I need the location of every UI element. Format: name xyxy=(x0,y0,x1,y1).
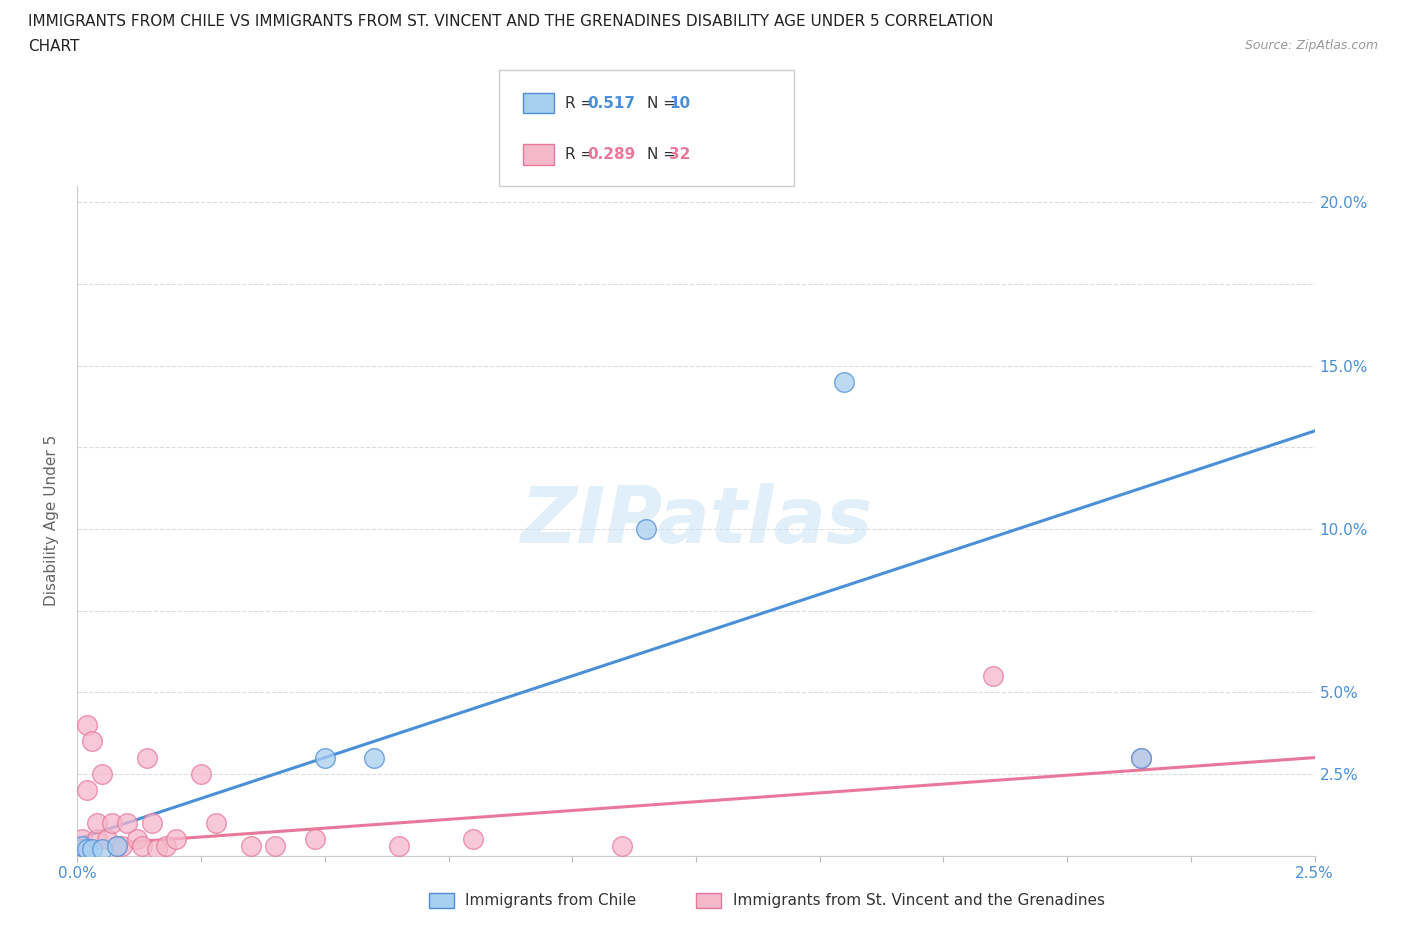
Text: IMMIGRANTS FROM CHILE VS IMMIGRANTS FROM ST. VINCENT AND THE GRENADINES DISABILI: IMMIGRANTS FROM CHILE VS IMMIGRANTS FROM… xyxy=(28,14,994,29)
Point xyxy=(388,838,411,853)
Point xyxy=(190,766,212,781)
Text: Immigrants from Chile: Immigrants from Chile xyxy=(465,893,637,908)
Point xyxy=(72,842,94,857)
Point xyxy=(96,831,118,846)
Point xyxy=(76,842,98,857)
Text: N =: N = xyxy=(647,96,681,111)
Point xyxy=(76,718,98,733)
Point xyxy=(69,838,91,853)
Point xyxy=(834,375,856,390)
Point xyxy=(145,842,167,857)
Point xyxy=(86,816,108,830)
Point xyxy=(314,751,336,765)
Point xyxy=(135,751,157,765)
Point xyxy=(636,522,658,537)
Text: N =: N = xyxy=(647,147,681,162)
Text: Immigrants from St. Vincent and the Grenadines: Immigrants from St. Vincent and the Gren… xyxy=(733,893,1105,908)
Point xyxy=(76,783,98,798)
Point xyxy=(205,816,228,830)
Text: R =: R = xyxy=(565,96,599,111)
Text: ZIPatlas: ZIPatlas xyxy=(520,483,872,559)
Point xyxy=(72,838,94,853)
Point xyxy=(82,734,104,749)
Text: 10: 10 xyxy=(669,96,690,111)
Text: 0.517: 0.517 xyxy=(588,96,636,111)
Point xyxy=(264,838,287,853)
Point xyxy=(105,838,128,853)
Point xyxy=(125,831,148,846)
Point xyxy=(131,838,153,853)
Point xyxy=(82,842,104,857)
Point xyxy=(304,831,326,846)
Point xyxy=(1130,751,1153,765)
Point xyxy=(115,816,138,830)
Point xyxy=(72,831,94,846)
Text: R =: R = xyxy=(565,147,599,162)
Point xyxy=(165,831,187,846)
Point xyxy=(105,838,128,853)
Point xyxy=(610,838,633,853)
Point xyxy=(981,669,1004,684)
Text: CHART: CHART xyxy=(28,39,80,54)
Point xyxy=(155,838,177,853)
Point xyxy=(101,816,124,830)
Point xyxy=(463,831,485,846)
Point xyxy=(1130,751,1153,765)
Point xyxy=(141,816,163,830)
Text: 32: 32 xyxy=(669,147,690,162)
Point xyxy=(91,842,114,857)
Text: 0.289: 0.289 xyxy=(588,147,636,162)
Text: Source: ZipAtlas.com: Source: ZipAtlas.com xyxy=(1244,39,1378,52)
Point xyxy=(91,766,114,781)
Point xyxy=(72,842,94,857)
Point xyxy=(363,751,385,765)
Point xyxy=(86,831,108,846)
Point xyxy=(239,838,262,853)
Point xyxy=(111,838,134,853)
Y-axis label: Disability Age Under 5: Disability Age Under 5 xyxy=(44,435,59,606)
